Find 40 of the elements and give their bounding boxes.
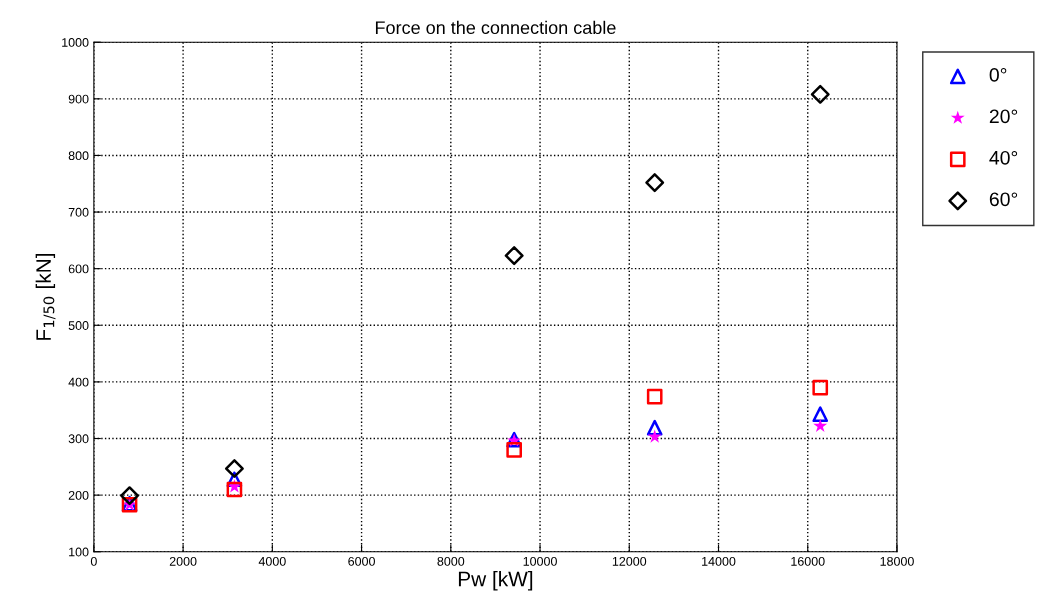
point bbox=[224, 459, 244, 478]
y-axis-title: F$_{1/50}$ [kN] bbox=[35, 253, 56, 340]
y-tick-label: 1000 bbox=[62, 38, 89, 47]
point bbox=[812, 406, 829, 423]
point bbox=[646, 388, 663, 405]
legend-label: 60° bbox=[989, 192, 1018, 207]
x-tick-label: 6000 bbox=[348, 556, 375, 566]
y-tick-label: 200 bbox=[68, 490, 89, 500]
x-tick-label: 18000 bbox=[880, 556, 914, 566]
legend-label: 0° bbox=[989, 68, 1007, 82]
x-tick-label: 14000 bbox=[702, 556, 736, 566]
point bbox=[504, 246, 524, 266]
point bbox=[226, 481, 243, 498]
legend-label: 20° bbox=[989, 109, 1018, 124]
point bbox=[812, 379, 829, 396]
x-tick-label: 8000 bbox=[437, 556, 465, 566]
point bbox=[120, 486, 140, 506]
x-tick-label: 4000 bbox=[258, 556, 286, 566]
legend-label: 40° bbox=[989, 150, 1018, 165]
chart-title: Force on the connection cable bbox=[375, 20, 616, 35]
y-tick-label: 800 bbox=[68, 151, 89, 161]
point bbox=[506, 442, 522, 458]
point bbox=[646, 419, 663, 436]
y-tick-label: 900 bbox=[68, 94, 89, 104]
x-tick-label: 0 bbox=[90, 556, 97, 566]
y-tick-label: 500 bbox=[68, 321, 89, 330]
y-tick-label: 600 bbox=[68, 264, 89, 274]
x-tick-label: 2000 bbox=[169, 556, 197, 566]
point bbox=[647, 429, 662, 443]
x-tick-label: 16000 bbox=[791, 556, 825, 566]
point bbox=[645, 173, 665, 193]
x-axis-title: Pw [kW] bbox=[458, 571, 533, 591]
point bbox=[810, 84, 830, 104]
y-tick-label: 100 bbox=[69, 547, 89, 557]
x-tick-label: 10000 bbox=[523, 556, 557, 566]
x-tick-label: 12000 bbox=[612, 556, 647, 566]
y-tick-label: 400 bbox=[68, 377, 89, 387]
y-tick-label: 700 bbox=[68, 207, 89, 217]
y-tick-label: 300 bbox=[68, 434, 89, 444]
point bbox=[813, 418, 828, 432]
